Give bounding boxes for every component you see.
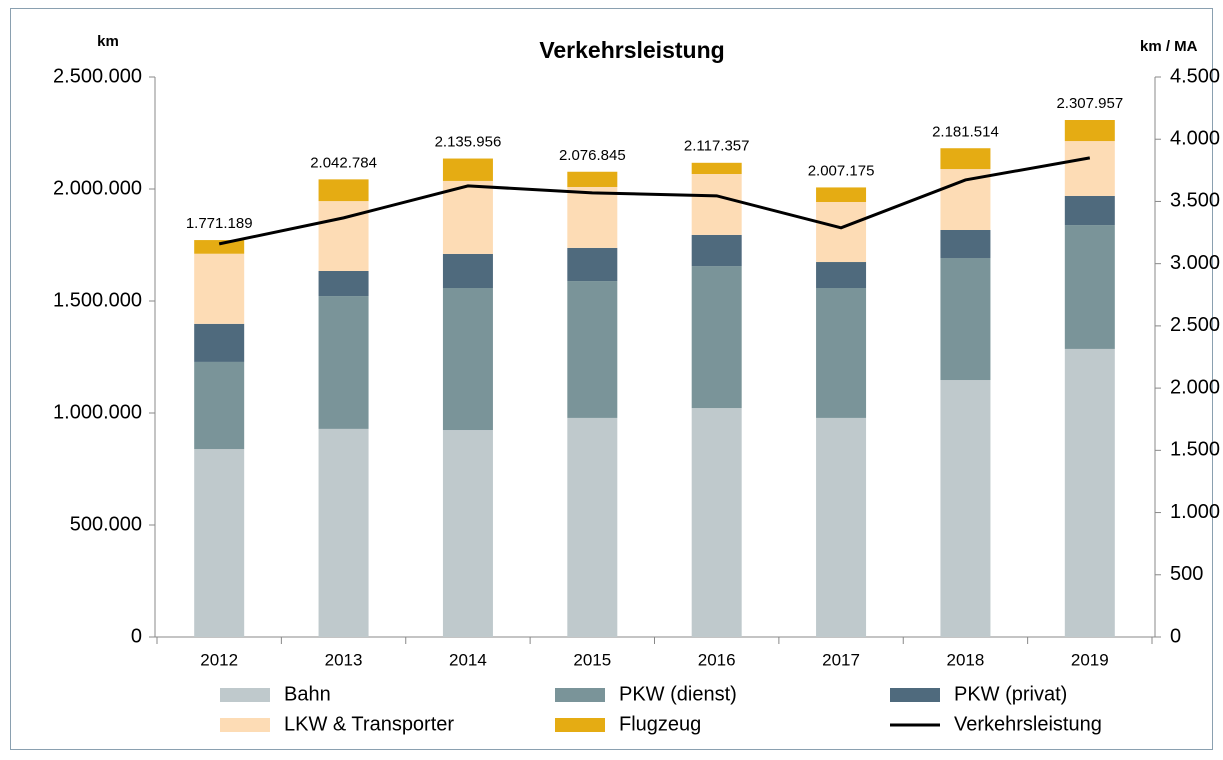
- total-label: 2.007.175: [808, 162, 875, 179]
- legend-label: Flugzeug: [619, 713, 701, 735]
- y2-tick-label: 4.000: [1170, 128, 1220, 150]
- y-tick-label: 0: [131, 625, 142, 647]
- y2-tick-label: 4.500: [1170, 65, 1220, 87]
- legend-label: Verkehrsleistung: [954, 713, 1102, 735]
- bar-segment: [1064, 141, 1115, 196]
- bar-segment: [442, 430, 493, 637]
- x-tick-label: 2016: [698, 650, 736, 669]
- legend-label: PKW (privat): [954, 683, 1067, 705]
- total-label: 2.181.514: [932, 123, 999, 140]
- bar-segment: [567, 186, 618, 248]
- bar-segment: [691, 162, 742, 174]
- bar-segment: [442, 158, 493, 181]
- x-tick-label: 2017: [822, 650, 860, 669]
- bar-segment: [194, 449, 245, 637]
- legend-swatch: [890, 688, 940, 702]
- chart-title: Verkehrsleistung: [539, 37, 724, 63]
- bar-segment: [1064, 120, 1115, 142]
- bar-segment: [940, 257, 991, 381]
- total-label: 2.117.357: [684, 138, 750, 155]
- y2-tick-label: 1.000: [1170, 501, 1220, 523]
- legend-label: PKW (dienst): [619, 683, 737, 705]
- total-label: 1.771.189: [186, 215, 253, 232]
- bar-segment: [691, 173, 742, 235]
- legend-swatch: [220, 718, 270, 732]
- total-label: 2.076.845: [559, 147, 626, 164]
- bar-segment: [691, 408, 742, 637]
- bar-segment: [1064, 348, 1115, 637]
- y2-tick-label: 0: [1170, 625, 1181, 647]
- y2-tick-label: 2.000: [1170, 376, 1220, 398]
- bar-segment: [816, 187, 867, 202]
- bar-segment: [816, 288, 867, 418]
- bar-segment: [194, 323, 245, 362]
- bar-segment: [940, 380, 991, 637]
- y-tick-label: 2.000.000: [53, 177, 142, 199]
- bar-segment: [691, 266, 742, 409]
- y-tick-label: 1.500.000: [53, 289, 142, 311]
- legend-label: LKW & Transporter: [284, 713, 454, 735]
- bar-segment: [1064, 225, 1115, 349]
- legend-swatch: [220, 688, 270, 702]
- y2-tick-label: 3.000: [1170, 252, 1220, 274]
- y2-tick-label: 3.500: [1170, 190, 1220, 212]
- y-tick-label: 500.000: [70, 513, 142, 535]
- line: [218, 156, 1091, 246]
- y2-tick-label: 500: [1170, 563, 1203, 585]
- total-label: 2.135.956: [435, 134, 502, 151]
- bar-segment: [940, 148, 991, 170]
- x-tick-label: 2015: [573, 650, 611, 669]
- bar-segment: [816, 417, 867, 637]
- bar-segment: [318, 428, 369, 637]
- bar-segment: [816, 262, 867, 289]
- legend-swatch: [555, 688, 605, 702]
- bar-segment: [567, 417, 618, 637]
- total-label: 2.307.957: [1056, 95, 1123, 112]
- y-tick-label: 1.000.000: [53, 401, 142, 423]
- bar-segment: [194, 361, 245, 450]
- bar-segment: [691, 234, 742, 267]
- bar-segment: [318, 296, 369, 429]
- x-tick-label: 2019: [1071, 650, 1109, 669]
- legend-swatch: [555, 718, 605, 732]
- bar-segment: [567, 171, 618, 187]
- y2-tick-label: 2.500: [1170, 314, 1220, 336]
- x-tick-label: 2012: [200, 650, 238, 669]
- x-tick-label: 2014: [449, 650, 487, 669]
- bar-segment: [1064, 195, 1115, 226]
- legend-label: Bahn: [284, 683, 331, 705]
- bar-segment: [442, 180, 493, 254]
- bar-segment: [442, 253, 493, 289]
- bar-segment: [318, 270, 369, 297]
- bar-segment: [567, 247, 618, 282]
- bar-segment: [194, 240, 245, 254]
- bar-segment: [194, 253, 245, 324]
- y-tick-label: 2.500.000: [53, 65, 142, 87]
- y-axis-label: km: [97, 33, 119, 50]
- y2-axis-label: km / MA: [1140, 38, 1198, 55]
- bar-segment: [442, 288, 493, 431]
- bar-segment: [318, 201, 369, 271]
- x-tick-label: 2013: [325, 650, 363, 669]
- bar-segment: [816, 201, 867, 263]
- x-tick-label: 2018: [947, 650, 985, 669]
- bar-segment: [567, 281, 618, 418]
- total-label: 2.042.784: [310, 154, 377, 171]
- y2-tick-label: 1.500: [1170, 439, 1220, 461]
- bar-segment: [940, 229, 991, 258]
- bar-segment: [318, 179, 369, 202]
